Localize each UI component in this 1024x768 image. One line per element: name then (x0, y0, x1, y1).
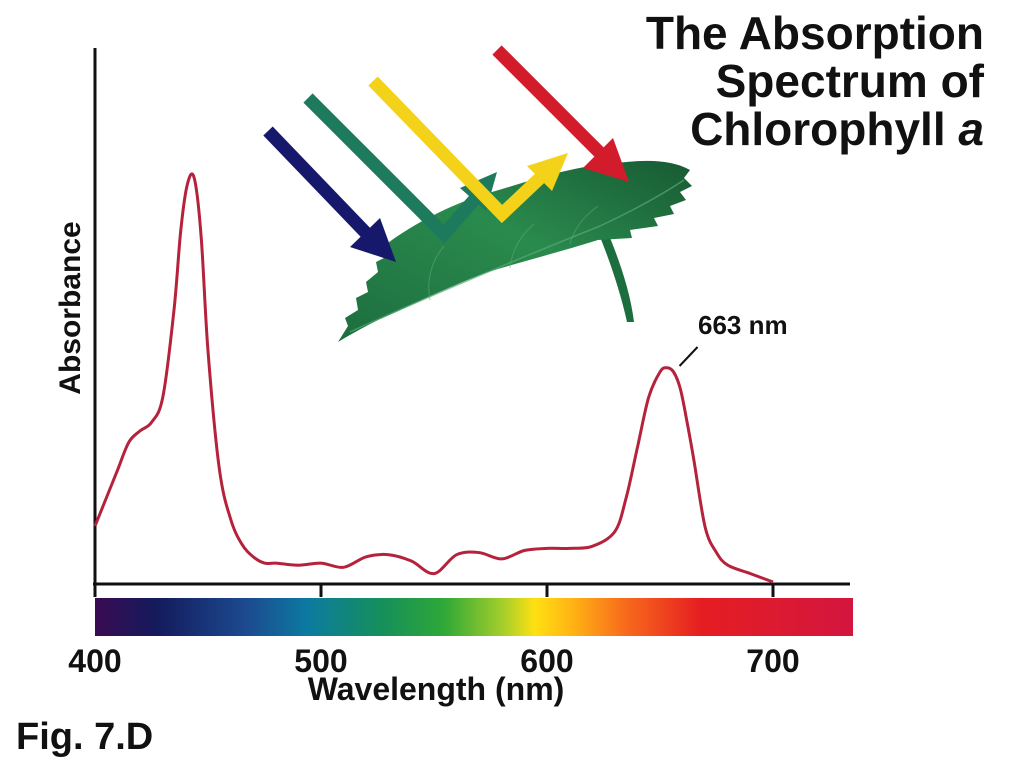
leaf-blade (338, 160, 692, 342)
yellow-arrow (368, 76, 568, 224)
title-line-2: Spectrum of (715, 54, 984, 107)
x-ticks (93, 584, 775, 597)
tick-label-400: 400 (68, 643, 121, 679)
x-axis-label: Wavelength (nm) (308, 671, 565, 707)
blue-arrow (263, 126, 396, 262)
title-italic-a: a (958, 102, 984, 155)
leaf-vein (509, 223, 535, 269)
tick-label-700: 700 (746, 643, 799, 679)
title-chlorophyll: Chlorophyll (690, 102, 946, 155)
red-arrow (492, 45, 629, 182)
leaf-stem (598, 228, 634, 322)
title-line-1: The Absorption (645, 7, 984, 59)
leaf-illustration (338, 160, 692, 342)
leaf-vein (569, 205, 599, 245)
y-axis-label: Absorbance (54, 221, 87, 394)
annotation-leader-line (678, 346, 699, 367)
tick-label-600: 600 (520, 643, 573, 679)
figure-caption: Fig. 7.D (16, 716, 154, 758)
tick-label-500: 500 (294, 643, 347, 679)
leaf-vein (428, 245, 445, 301)
spectrum-color-bar (95, 598, 853, 636)
title-line-3: Chlorophyll a (646, 102, 984, 155)
absorbance-curve (93, 172, 774, 584)
peak-annotation: 663 nm (698, 310, 788, 340)
chart-title: The Absorption Spectrum of Chlorophyll a (645, 7, 984, 155)
leaf-midrib (349, 179, 685, 333)
